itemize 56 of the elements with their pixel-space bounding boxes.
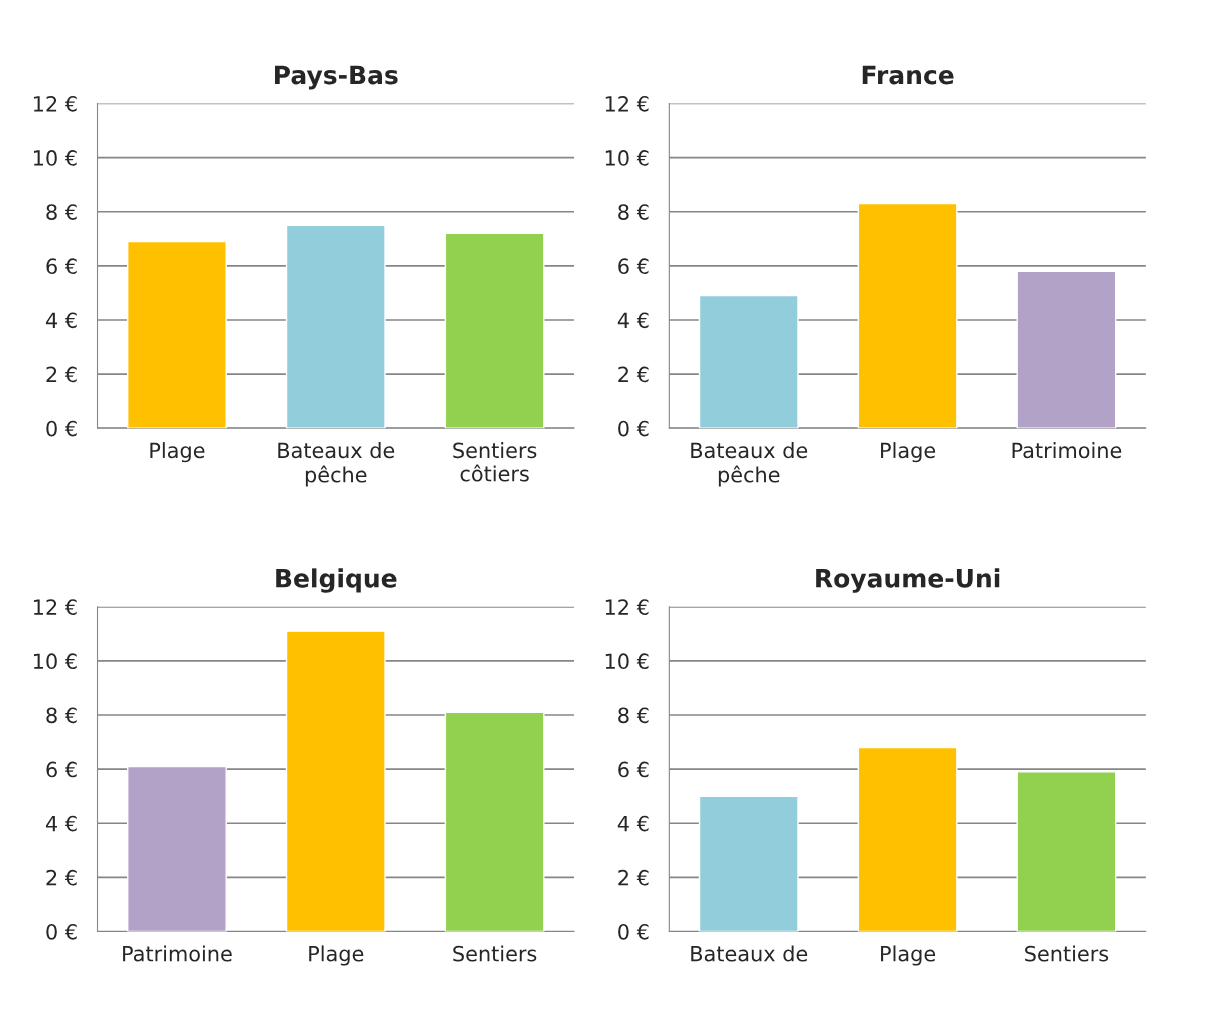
- y-tick-label: 6 €: [618, 761, 649, 778]
- bar: [1016, 270, 1117, 429]
- y-tick-label: 10 €: [33, 150, 77, 166]
- x-tick-label: Sentiers: [1025, 945, 1109, 962]
- x-tick-label: Plage: [881, 945, 936, 966]
- x-tick-label: Bateaux de: [691, 945, 808, 962]
- y-tick-label: 6 €: [46, 761, 77, 778]
- y-tick-label: 8 €: [46, 204, 77, 220]
- y-tick-label: 4 €: [617, 312, 649, 329]
- y-tick-label: 2 €: [46, 869, 77, 886]
- x-tick-label: Plage: [881, 442, 936, 463]
- x-tick-label: Patrimoine: [123, 945, 232, 962]
- x-tick-label: Plage: [150, 442, 205, 463]
- y-tick-label: 0 €: [46, 923, 77, 940]
- y-tick-label: 4 €: [617, 815, 649, 832]
- y-tick-label: 12 €: [33, 95, 77, 112]
- y-tick-label: 0 €: [618, 923, 649, 940]
- bar: [698, 294, 799, 429]
- y-tick-label: 12 €: [605, 95, 649, 112]
- x-tick-label: Bateaux de pêche: [691, 442, 808, 487]
- y-tick-label: 4 €: [45, 815, 77, 832]
- y-tick-label: 8 €: [46, 707, 77, 724]
- y-tick-label: 10 €: [605, 150, 649, 166]
- y-tick-label: 12 €: [605, 599, 649, 616]
- y-tick-label: 10 €: [33, 653, 77, 670]
- bar: [444, 232, 545, 429]
- bar: [285, 630, 386, 932]
- y-tick-label: 4 €: [45, 312, 77, 329]
- y-tick-label: 8 €: [618, 707, 649, 724]
- bar: [857, 202, 958, 429]
- x-tick-label: Bateaux de pêche: [278, 442, 395, 487]
- chart-title: France: [862, 65, 954, 85]
- chart-title: Belgique: [276, 568, 397, 593]
- bar: [1016, 771, 1117, 932]
- y-tick-label: 10 €: [605, 653, 649, 670]
- y-tick-label: 2 €: [618, 869, 649, 886]
- bar: [127, 765, 227, 932]
- x-tick-label: Patrimoine: [1012, 442, 1122, 459]
- y-tick-label: 2 €: [618, 366, 649, 383]
- y-tick-label: 12 €: [33, 599, 77, 616]
- y-tick-label: 6 €: [46, 258, 77, 275]
- x-tick-label: Sentiers côtiers: [453, 442, 537, 482]
- bar: [698, 795, 799, 932]
- y-tick-label: 0 €: [618, 420, 649, 437]
- x-tick-label: Sentiers: [453, 945, 537, 962]
- chart-title: Pays-Bas: [275, 65, 398, 90]
- y-tick-label: 8 €: [618, 204, 649, 220]
- x-tick-label: Plage: [309, 945, 364, 966]
- bar: [857, 746, 958, 932]
- y-tick-label: 2 €: [46, 366, 77, 383]
- bar: [444, 711, 545, 932]
- y-tick-label: 0 €: [46, 420, 77, 437]
- chart-title: Royaume-Uni: [816, 568, 1000, 593]
- y-tick-label: 6 €: [618, 258, 649, 275]
- bar: [285, 224, 386, 429]
- bar: [127, 240, 227, 429]
